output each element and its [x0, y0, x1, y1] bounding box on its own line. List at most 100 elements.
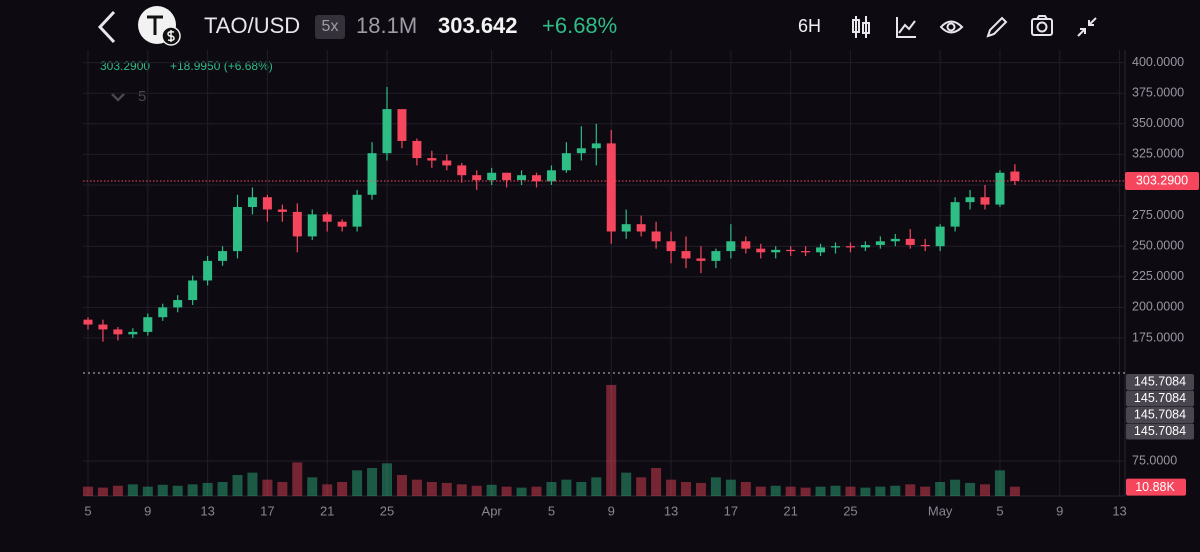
volume-bar	[486, 484, 497, 496]
candle-body	[472, 175, 482, 181]
y-tick-label: 325.0000	[1132, 147, 1184, 161]
candle-body	[247, 197, 257, 208]
info-change: +18.9950 (+6.68%)	[170, 59, 273, 73]
y-tick-label: 200.0000	[1132, 300, 1184, 314]
leverage: 5x	[322, 18, 339, 35]
volume-bar	[83, 486, 93, 496]
candle-body	[367, 153, 377, 195]
indicator-count: 5	[138, 88, 146, 105]
candle-body	[890, 238, 900, 242]
x-tick-label: 13	[664, 503, 678, 518]
candle-body	[995, 172, 1005, 205]
volume-bar	[202, 482, 213, 496]
volume-bar	[890, 485, 901, 496]
candle-body	[352, 194, 362, 227]
volume-bar	[561, 479, 572, 496]
candle-body	[262, 197, 272, 210]
snapshot-button[interactable]	[1031, 15, 1053, 36]
x-tick-label: 25	[380, 503, 394, 518]
volume-bar	[875, 486, 886, 496]
draw-button[interactable]	[986, 16, 1008, 38]
candle-body	[218, 251, 228, 261]
candle-body	[860, 244, 870, 248]
candle-body	[965, 197, 975, 203]
volume-bar	[501, 486, 512, 496]
candle-body	[681, 251, 691, 259]
candle-body	[1010, 171, 1020, 181]
last-price-tag	[1125, 171, 1199, 190]
x-tick-label: 17	[724, 503, 738, 518]
collapse-button[interactable]	[1077, 17, 1097, 37]
candle-body	[741, 241, 751, 249]
interval[interactable]: 6H	[798, 16, 821, 36]
volume-bar	[262, 479, 273, 496]
candle-body	[143, 317, 153, 332]
volume-bar	[710, 477, 721, 496]
candle-body	[188, 280, 198, 301]
volume-bar	[127, 484, 138, 496]
toolbar	[852, 15, 1097, 38]
x-tick-label: Apr	[482, 503, 503, 518]
volume-bar	[307, 477, 318, 496]
volume-bar	[142, 486, 153, 496]
indicator-button[interactable]	[896, 17, 916, 38]
back-button[interactable]	[97, 10, 116, 44]
y-tick-label: 375.0000	[1132, 85, 1184, 99]
y2-tick-label: 75.0000	[1132, 453, 1177, 467]
candle-body	[935, 226, 945, 247]
x-tick-label: May	[928, 503, 953, 518]
candle-body	[128, 331, 138, 335]
x-tick-label: 25	[843, 503, 857, 518]
symbol[interactable]: TAO/USD	[204, 13, 300, 38]
y-tick-label: 275.0000	[1132, 208, 1184, 222]
volume-bar	[367, 467, 378, 496]
candle-body	[831, 246, 840, 248]
volume-bar	[755, 486, 766, 496]
volume-bar	[621, 472, 632, 496]
volume-bar	[651, 467, 662, 496]
volume-bar	[920, 486, 931, 496]
last-price-label: 303.2900	[1136, 173, 1188, 187]
candle-body	[412, 140, 422, 159]
candle-body	[845, 246, 855, 248]
candle-body	[546, 170, 556, 182]
candle-body	[606, 143, 616, 232]
candle-body	[905, 238, 915, 245]
y-tick-label: 225.0000	[1132, 269, 1184, 283]
x-tick-label: 9	[144, 503, 151, 518]
volume-24h: 18.1M	[356, 13, 417, 38]
candle-body	[786, 249, 796, 252]
volume-bar	[994, 470, 1005, 496]
candle-body	[98, 324, 108, 330]
candle-body	[113, 329, 123, 335]
volume-label: 10.88K	[1135, 480, 1175, 494]
x-tick-label: 9	[608, 503, 615, 518]
candle-body	[950, 202, 960, 227]
volume-bar	[337, 481, 348, 496]
volume-bar	[905, 484, 916, 496]
volume-bar	[935, 481, 946, 496]
indicator-toggle[interactable]	[111, 93, 125, 102]
overlay-tag	[1126, 423, 1194, 440]
y-tick-label: 175.0000	[1132, 330, 1184, 344]
candle-body	[696, 258, 706, 261]
y-tick-label: 350.0000	[1132, 116, 1184, 130]
y-tick-label: 250.0000	[1132, 238, 1184, 252]
last-price: 303.642	[438, 13, 518, 38]
volume-bar	[322, 484, 333, 496]
candle-body	[711, 251, 721, 261]
candle-body	[651, 231, 661, 242]
x-tick-label: 13	[200, 503, 214, 518]
candle-body	[233, 207, 242, 252]
candle-body	[158, 307, 168, 318]
candle-body	[173, 300, 183, 308]
volume-bar	[352, 470, 363, 496]
visibility-button[interactable]	[939, 20, 964, 34]
volume-bar	[247, 472, 258, 496]
volume-bar	[666, 479, 677, 496]
candle-type-button[interactable]	[852, 16, 870, 38]
candle-body	[203, 260, 213, 281]
x-tick-label: 5	[548, 503, 555, 518]
